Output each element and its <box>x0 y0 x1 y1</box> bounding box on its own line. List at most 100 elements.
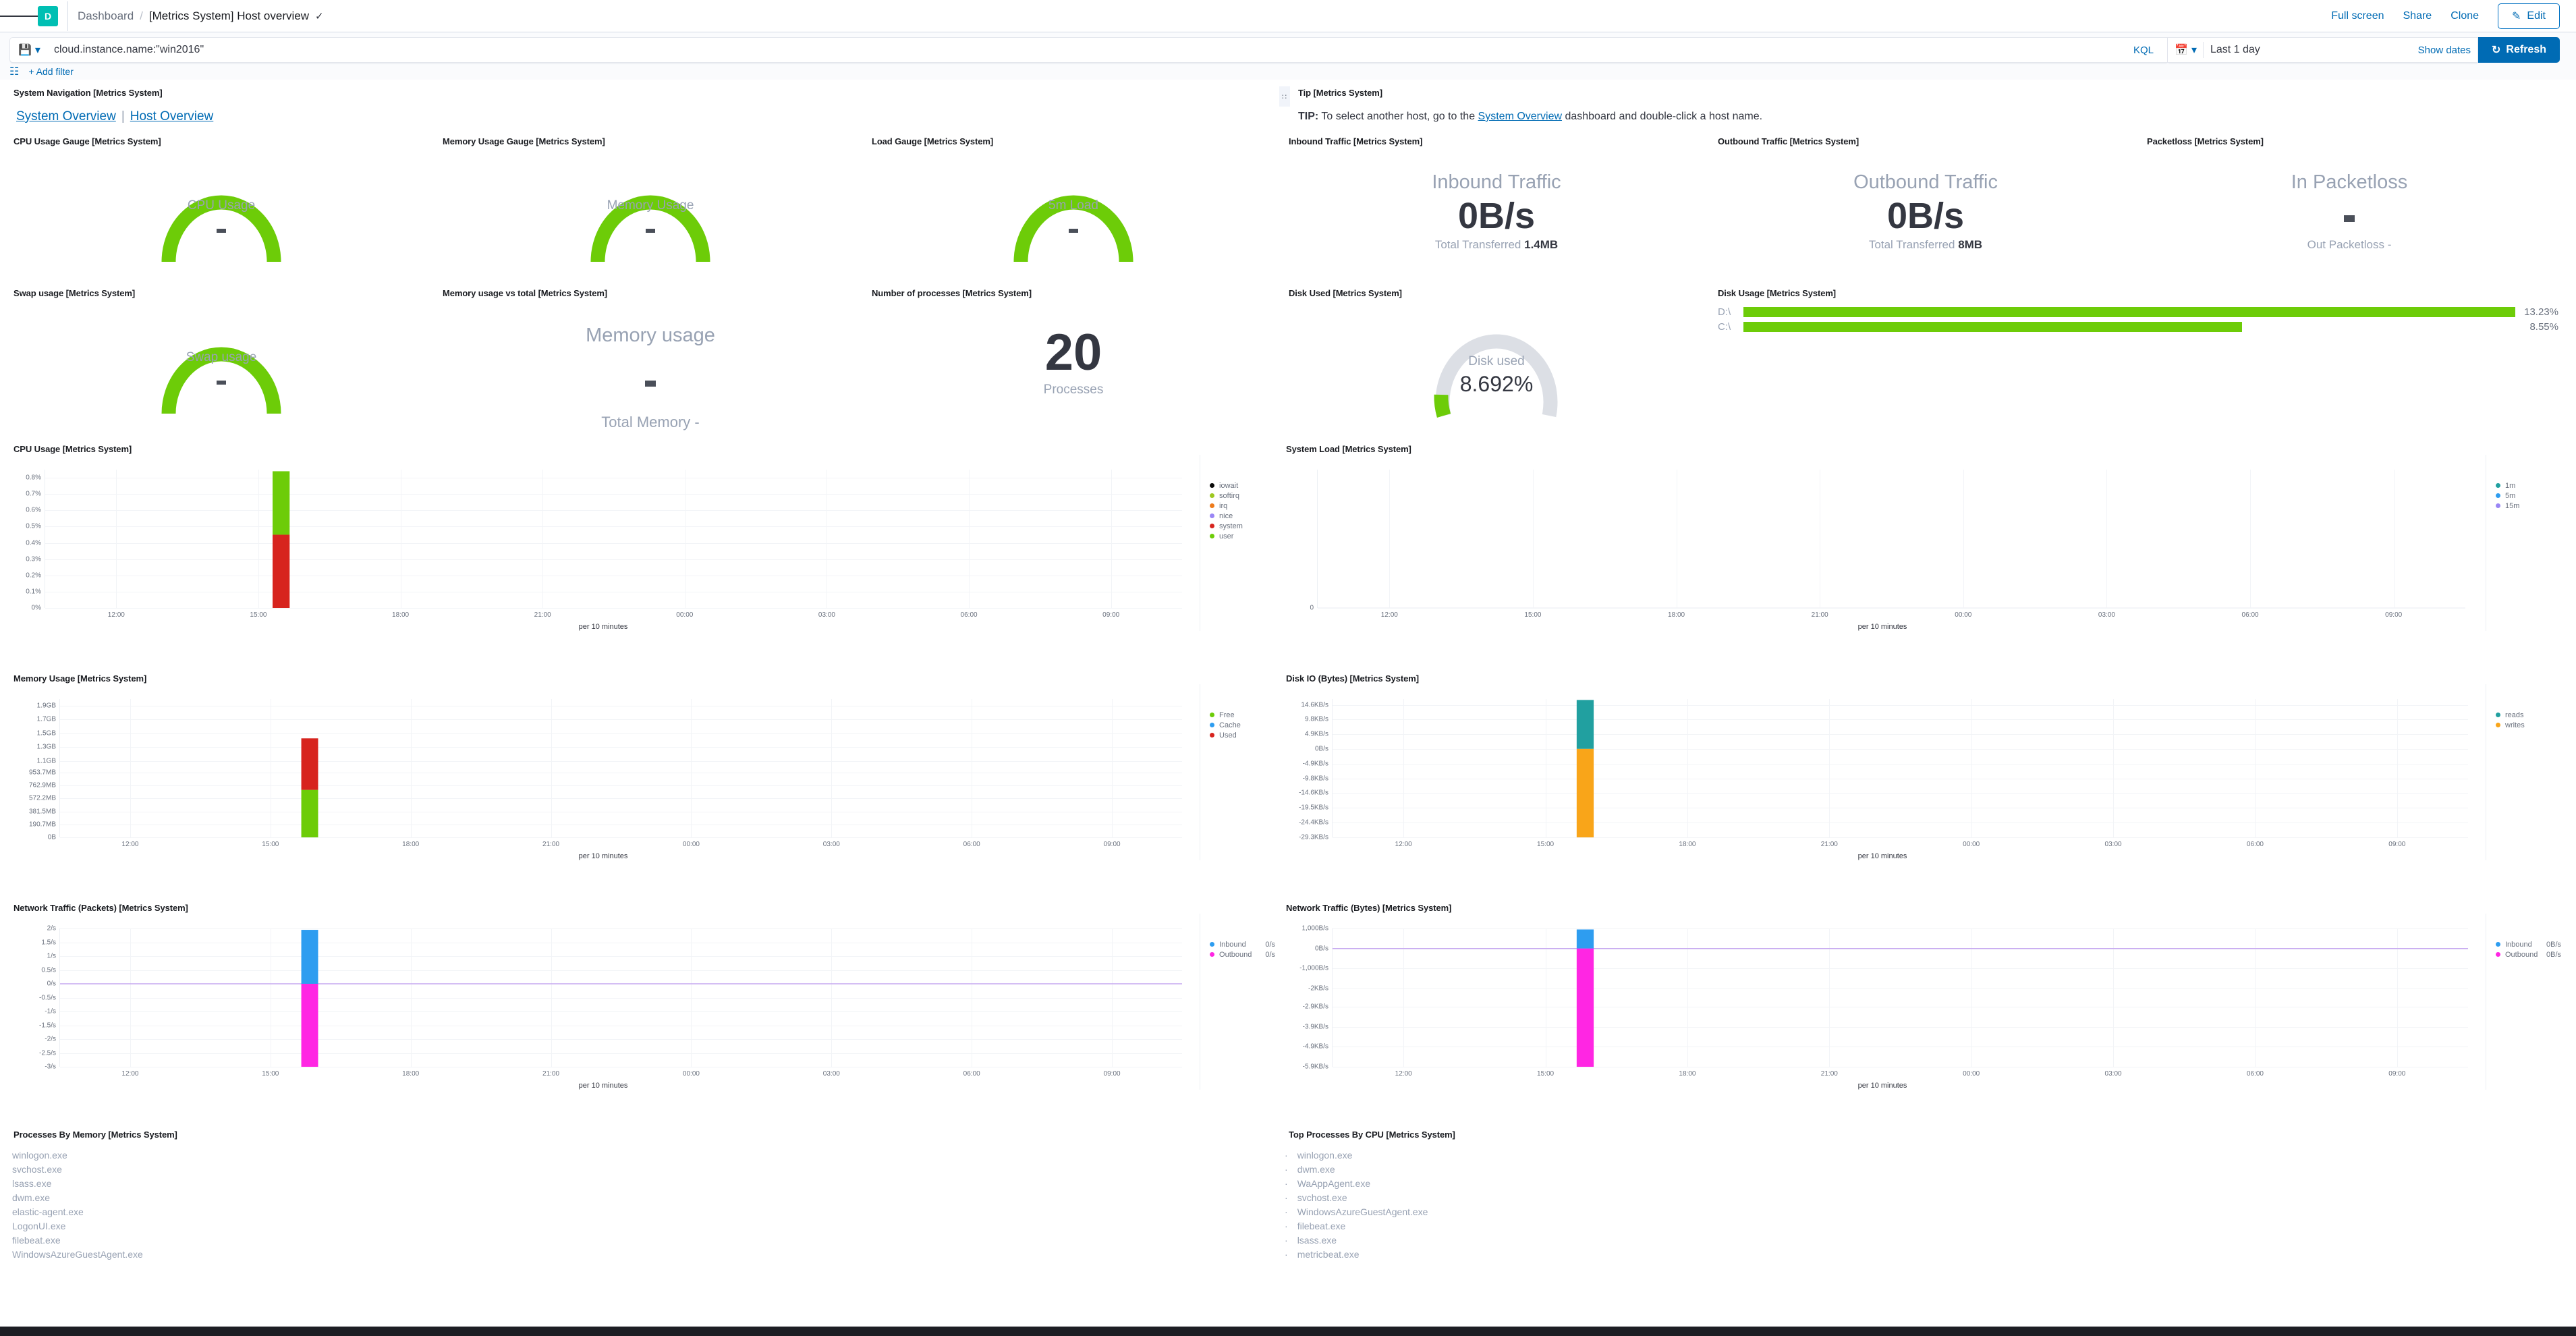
chart-cpu-usage[interactable]: 0% 0.1% 0.2% 0.3% 0.4% 0.5% 0.6% 0.7% 0.8% 12:00 1… <box>7 455 1279 631</box>
full-screen-button[interactable]: Full screen <box>2331 9 2384 22</box>
x-axis-tick-label: 09:00 <box>2388 1070 2406 1078</box>
list-item[interactable]: LogonUI.exe <box>12 1221 66 1231</box>
x-axis-title: per 10 minutes <box>578 623 628 631</box>
chart-memory-usage[interactable]: 0B 190.7MB 381.5MB 572.2MB 762.9MB 953.7MB 1.1… <box>7 684 1279 860</box>
share-button[interactable]: Share <box>2403 9 2432 22</box>
list-item[interactable]: lsass.exe <box>12 1178 52 1189</box>
breadcrumb-dashboard[interactable]: Dashboard <box>78 9 134 22</box>
legend-item[interactable]: system <box>1210 521 1279 531</box>
gauge-load[interactable]: 5m Load <box>865 147 1282 272</box>
gridline-vertical <box>831 699 833 837</box>
refresh-button[interactable]: ↻ Refresh <box>2478 37 2560 63</box>
panel-title: Tip [Metrics System] <box>1298 88 1382 98</box>
legend-item[interactable]: Cache <box>1210 720 1279 730</box>
list-item[interactable]: WindowsAzureGuestAgent.exe <box>12 1249 143 1260</box>
list-item[interactable]: filebeat.exe <box>12 1235 61 1246</box>
disk-usage-row[interactable]: C:\ 8.55% <box>1718 319 2558 334</box>
list-item[interactable]: · winlogon.exe <box>1285 1148 2565 1163</box>
legend-item[interactable]: Inbound 0B/s <box>2496 939 2565 949</box>
panel-title: Memory Usage Gauge [Metrics System] <box>443 136 605 146</box>
list-item[interactable]: · lsass.exe <box>1285 1233 2565 1248</box>
metric-value <box>436 347 865 413</box>
legend-item[interactable]: Outbound 0/s <box>1210 949 1279 959</box>
add-filter-icon[interactable]: ☷ <box>9 66 20 78</box>
legend-item[interactable]: irq <box>1210 501 1279 511</box>
metric-packetloss[interactable]: In Packetloss Out Packetloss - <box>2140 147 2558 252</box>
y-axis-tick-label: -29.3KB/s <box>1299 833 1329 841</box>
list-item[interactable]: · dwm.exe <box>1285 1163 2565 1177</box>
x-axis-tick-label: 15:00 <box>262 1070 279 1078</box>
legend-item[interactable]: Inbound 0/s <box>1210 939 1279 949</box>
chart-system-load[interactable]: 0 12:00 15:00 18:00 21:00 00:00 03:00 06:00 09:0… <box>1279 455 2565 631</box>
list-item[interactable]: · WaAppAgent.exe <box>1285 1177 2565 1191</box>
legend-item[interactable]: 1m <box>2496 480 2565 491</box>
metric-value <box>2140 194 2558 238</box>
chart-network-packets[interactable]: -3/s -2.5/s -2/s -1.5/s -1/s -0.5/s 0/s 0.5/s 1/… <box>7 914 1279 1090</box>
legend-color-dot <box>1210 483 1215 488</box>
chart-network-bytes[interactable]: -5.9KB/s -4.9KB/s -3.9KB/s -2.9KB/s -2KB/s -1… <box>1279 914 2565 1090</box>
list-item[interactable]: winlogon.exe <box>12 1150 67 1161</box>
gridline-vertical <box>1829 928 1830 1067</box>
dashboard-row-cpu-load: CPU Usage [Metrics System] 0% 0.1% 0.2% 0.3… <box>7 441 2565 668</box>
date-picker[interactable]: 📅 ▾ Last 1 day Show dates <box>2168 37 2479 63</box>
gridline <box>60 798 1183 800</box>
series-Used <box>301 738 318 790</box>
link-system-overview[interactable]: System Overview <box>16 109 116 123</box>
metric-label: In Packetloss <box>2291 171 2408 193</box>
gauge-disk-used[interactable]: Disk used 8.692% <box>1282 299 1711 424</box>
add-filter-button[interactable]: + Add filter <box>28 66 74 77</box>
legend-item[interactable]: nice <box>1210 511 1279 521</box>
legend-item[interactable]: Used <box>1210 730 1279 740</box>
metric-memory-usage[interactable]: Memory usage Total Memory - <box>436 299 865 432</box>
legend-label: reads <box>2505 711 2524 719</box>
disk-usage-row[interactable]: D:\ 13.23% <box>1718 304 2558 319</box>
list-item[interactable]: · WindowsAzureGuestAgent.exe <box>1285 1205 2565 1219</box>
saved-query-icon[interactable]: 💾 ▾ <box>17 43 46 57</box>
breadcrumb-current[interactable]: [Metrics System] Host overview <box>148 9 310 22</box>
edit-button[interactable]: ✎ Edit <box>2498 3 2560 29</box>
metric-outbound-traffic[interactable]: Outbound Traffic 0B/s Total Transferred … <box>1711 147 2140 252</box>
list-item[interactable]: elastic-agent.exe <box>12 1206 84 1217</box>
chart-plot-area: -5.9KB/s -4.9KB/s -3.9KB/s -2.9KB/s -2KB/s -1… <box>1279 914 2486 1090</box>
query-language-button[interactable]: KQL <box>2133 44 2154 56</box>
date-range-value[interactable]: Last 1 day <box>2210 44 2260 55</box>
list-item[interactable]: · filebeat.exe <box>1285 1219 2565 1233</box>
legend-item[interactable]: iowait <box>1210 480 1279 491</box>
gridline-vertical <box>1403 928 1405 1067</box>
gauge-swap-usage[interactable]: Swap usage <box>7 299 436 424</box>
y-axis-tick-label: 572.2MB <box>28 794 56 802</box>
legend-item[interactable]: writes <box>2496 720 2565 730</box>
chart-plot-area: 0% 0.1% 0.2% 0.3% 0.4% 0.5% 0.6% 0.7% 0.8% 12:00 1… <box>7 455 1200 631</box>
process-name: winlogon.exe <box>1297 1150 1353 1161</box>
legend-item[interactable]: reads <box>2496 710 2565 720</box>
chart-disk-io[interactable]: -29.3KB/s -24.4KB/s -19.5KB/s -14.6KB/s -9.8… <box>1279 684 2565 860</box>
panel-swap-usage: Swap usage [Metrics System] Swap usage <box>7 285 436 437</box>
legend-item[interactable]: Outbound 0B/s <box>2496 949 2565 959</box>
list-item[interactable]: · svchost.exe <box>1285 1191 2565 1205</box>
legend-item[interactable]: 15m <box>2496 501 2565 511</box>
drag-handle-icon[interactable]: ∷ <box>1279 86 1291 107</box>
metric-inbound-traffic[interactable]: Inbound Traffic 0B/s Total Transferred 1… <box>1282 147 1711 252</box>
show-dates-button[interactable]: Show dates <box>2417 44 2471 56</box>
panel-disk-used: Disk Used [Metrics System] Disk used 8.6… <box>1282 285 1711 437</box>
calendar-icon[interactable]: 📅 ▾ <box>2175 42 2204 58</box>
menu-toggle-icon[interactable] <box>0 13 38 18</box>
link-system-overview[interactable]: System Overview <box>1478 111 1563 122</box>
gauge-value <box>7 221 436 239</box>
metric-processes[interactable]: 20 Processes <box>865 299 1282 397</box>
legend-item[interactable]: softirq <box>1210 491 1279 501</box>
panel-title: Packetloss [Metrics System] <box>2147 136 2264 146</box>
search-input[interactable]: 💾 ▾ cloud.instance.name:"win2016" KQL <box>9 37 2168 63</box>
link-host-overview[interactable]: Host Overview <box>130 109 214 123</box>
gauge-memory-usage[interactable]: Memory Usage <box>436 147 865 272</box>
list-item[interactable]: svchost.exe <box>12 1164 62 1175</box>
legend-item[interactable]: user <box>1210 531 1279 541</box>
panel-network-packets-chart: Network Traffic (Packets) [Metrics Syste… <box>7 900 1279 1127</box>
list-item[interactable]: · metricbeat.exe <box>1285 1248 2565 1262</box>
gauge-cpu-usage[interactable]: CPU Usage <box>7 147 436 272</box>
list-item[interactable]: dwm.exe <box>12 1192 51 1203</box>
clone-button[interactable]: Clone <box>2451 9 2480 22</box>
chart-legend: iowait softirq irq nice system user <box>1200 455 1279 631</box>
legend-item[interactable]: Free <box>1210 710 1279 720</box>
legend-item[interactable]: 5m <box>2496 491 2565 501</box>
